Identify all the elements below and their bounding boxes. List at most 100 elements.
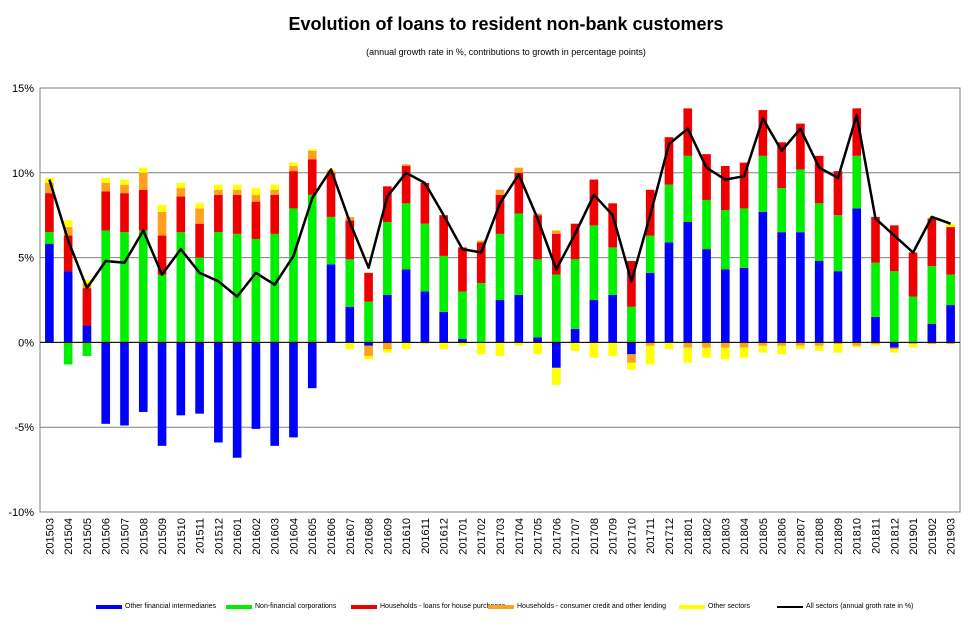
chart-plot: 15% 10% 5% 0% -5% -10% 201503 201504 201505 20150…	[8, 83, 961, 555]
bar-segment	[401, 203, 411, 270]
x-tick-label: 201903	[946, 518, 958, 555]
bar-segment	[627, 354, 636, 363]
x-tick-label: 201711	[645, 518, 657, 554]
legend-swatch	[96, 604, 122, 609]
bar-segment	[627, 306, 636, 343]
bar-segment	[702, 199, 711, 250]
x-tick-label: 201707	[570, 518, 582, 555]
bar-segment	[214, 232, 223, 343]
bar-segment	[383, 342, 392, 350]
bar-segment	[889, 225, 899, 272]
bar-segment	[871, 316, 880, 343]
x-tick-label: 201804	[739, 518, 751, 555]
bar-segment	[307, 159, 317, 195]
x-tick-label: 201705	[533, 518, 545, 555]
bar-segment	[833, 271, 843, 343]
bar-segment	[138, 189, 148, 231]
bar-segment	[702, 249, 711, 343]
bar-segment	[758, 211, 768, 343]
bar-segment	[63, 271, 73, 343]
bar-segment	[927, 218, 937, 267]
bar-segment	[120, 184, 129, 194]
x-tick-label: 201505	[82, 518, 94, 555]
x-tick-label: 201607	[345, 518, 357, 555]
x-tick-label: 201511	[195, 518, 207, 554]
bar-segment	[195, 223, 204, 258]
x-tick-label: 201701	[457, 518, 469, 555]
bar-segment	[570, 259, 580, 329]
bar-segment	[289, 171, 298, 209]
bar-segment	[439, 311, 448, 343]
bar-segment	[270, 194, 280, 234]
bar-segment	[157, 235, 167, 275]
bar-segment	[439, 255, 448, 312]
x-tick-label: 201503	[44, 518, 56, 555]
bar-segment	[63, 227, 73, 236]
bar-segment	[889, 271, 899, 343]
x-tick-label: 201609	[382, 518, 394, 555]
x-tick-label: 201602	[251, 518, 263, 555]
bar-segment	[232, 194, 242, 234]
bar-segment	[889, 347, 899, 350]
bar-segment	[533, 337, 542, 343]
y-tick-label: -10%	[8, 507, 34, 519]
y-tick-label: 15%	[12, 83, 34, 95]
bar-segment	[796, 169, 805, 233]
bar-segment	[946, 305, 955, 343]
bar-segment	[796, 232, 805, 343]
legend-swatch	[226, 604, 252, 609]
bar-segment	[345, 259, 355, 307]
bar-segment	[420, 223, 430, 292]
bar-segment	[758, 342, 768, 346]
bar-segment	[683, 221, 693, 343]
bar-segment	[814, 203, 824, 261]
x-tick-label: 201509	[157, 518, 169, 555]
bar-segment	[326, 216, 336, 265]
bar-segment	[833, 344, 843, 353]
bar-segment	[664, 342, 674, 350]
bar-segment	[796, 123, 805, 170]
bar-segment	[45, 193, 54, 233]
bar-segment	[232, 189, 242, 195]
bar-segment	[533, 213, 542, 216]
x-tick-label: 201507	[119, 518, 131, 555]
bar-segment	[871, 216, 880, 263]
bar-segment	[495, 194, 505, 234]
bar-segment	[552, 233, 561, 275]
bar-segment	[514, 342, 524, 346]
bar-segment	[852, 345, 862, 348]
bar-segment	[289, 208, 298, 343]
bar-segment	[251, 194, 261, 202]
bar-segment	[251, 342, 261, 429]
bar-segment	[439, 215, 448, 256]
legend-swatch	[351, 604, 377, 609]
bar-segment	[476, 242, 486, 284]
x-tick-label: 201710	[626, 518, 638, 555]
bar-segment	[758, 345, 768, 353]
x-tick-label: 201706	[551, 518, 563, 555]
bar-segment	[608, 247, 617, 295]
bar-segment	[908, 296, 918, 343]
bar-segment	[458, 342, 467, 346]
bar-segment	[739, 208, 749, 268]
bar-segment	[796, 342, 805, 346]
bar-segment	[476, 240, 486, 243]
bar-segment	[777, 142, 786, 189]
bar-segment	[476, 283, 486, 343]
bar-segment	[270, 189, 280, 195]
legend-label: Other financial intermediaries	[125, 603, 217, 610]
bar-segment	[533, 215, 542, 260]
bar-segment	[345, 342, 355, 350]
legend: Other financial intermediaries Non-financ…	[96, 603, 956, 617]
bar-segment	[702, 342, 711, 348]
x-tick-label: 201703	[495, 518, 507, 555]
x-tick-label: 201606	[326, 518, 338, 555]
x-tick-label: 201808	[814, 518, 826, 555]
bar-segment	[176, 182, 186, 189]
x-tick-label: 201702	[476, 518, 488, 555]
bar-segment	[420, 291, 430, 343]
legend-item: Other sectors	[679, 603, 750, 610]
legend-label: Non-financial corporations	[255, 603, 337, 610]
x-tick-label: 201812	[889, 518, 901, 555]
bar-segment	[814, 345, 824, 351]
